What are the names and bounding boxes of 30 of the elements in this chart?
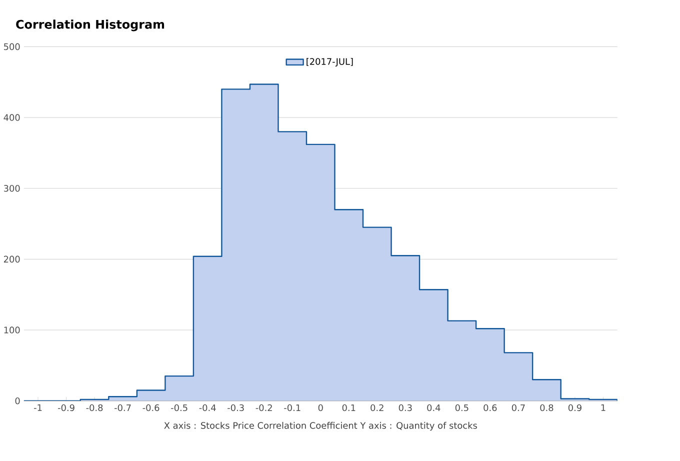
legend-label: [2017-JUL] (306, 58, 353, 67)
x-tick-label: 0.3 (398, 404, 412, 412)
x-tick-label: -1 (34, 404, 42, 412)
x-tick-label: 1 (601, 404, 606, 412)
y-tick-label: 100 (4, 326, 20, 334)
x-tick-label: -0.5 (171, 404, 188, 412)
x-tick-label: 0.7 (512, 404, 525, 412)
x-tick-label: 0.2 (370, 404, 384, 412)
x-tick-label: -0.6 (142, 404, 160, 412)
x-tick-label: -0.4 (199, 404, 216, 412)
x-tick-label: 0 (318, 404, 323, 412)
x-tick-label: -0.7 (114, 404, 131, 412)
y-tick-label: 400 (4, 114, 20, 122)
chart-title: Correlation Histogram (16, 20, 164, 32)
y-tick-label: 200 (4, 256, 20, 263)
x-tick-label: 0.1 (342, 404, 356, 412)
y-tick-label: 300 (4, 185, 20, 192)
x-tick-label: 0.4 (427, 404, 440, 412)
x-axis-title: X axis : Stocks Price Correlation Coefficient Y axis : Quantity of stocks (164, 422, 477, 431)
y-tick-label: 0 (15, 398, 20, 404)
y-tick-label: 500 (4, 43, 20, 50)
x-tick-label: -0.1 (284, 404, 300, 412)
x-tick-label: -0.9 (58, 404, 74, 412)
x-tick-label: 0.6 (484, 404, 497, 412)
x-tick-label: -0.8 (86, 404, 103, 412)
x-tick-label: -0.2 (256, 404, 272, 412)
x-tick-label: 0.9 (568, 404, 582, 412)
x-tick-label: 0.8 (540, 404, 554, 412)
x-tick-label: 0.5 (455, 404, 468, 412)
x-tick-label: -0.3 (228, 404, 244, 412)
